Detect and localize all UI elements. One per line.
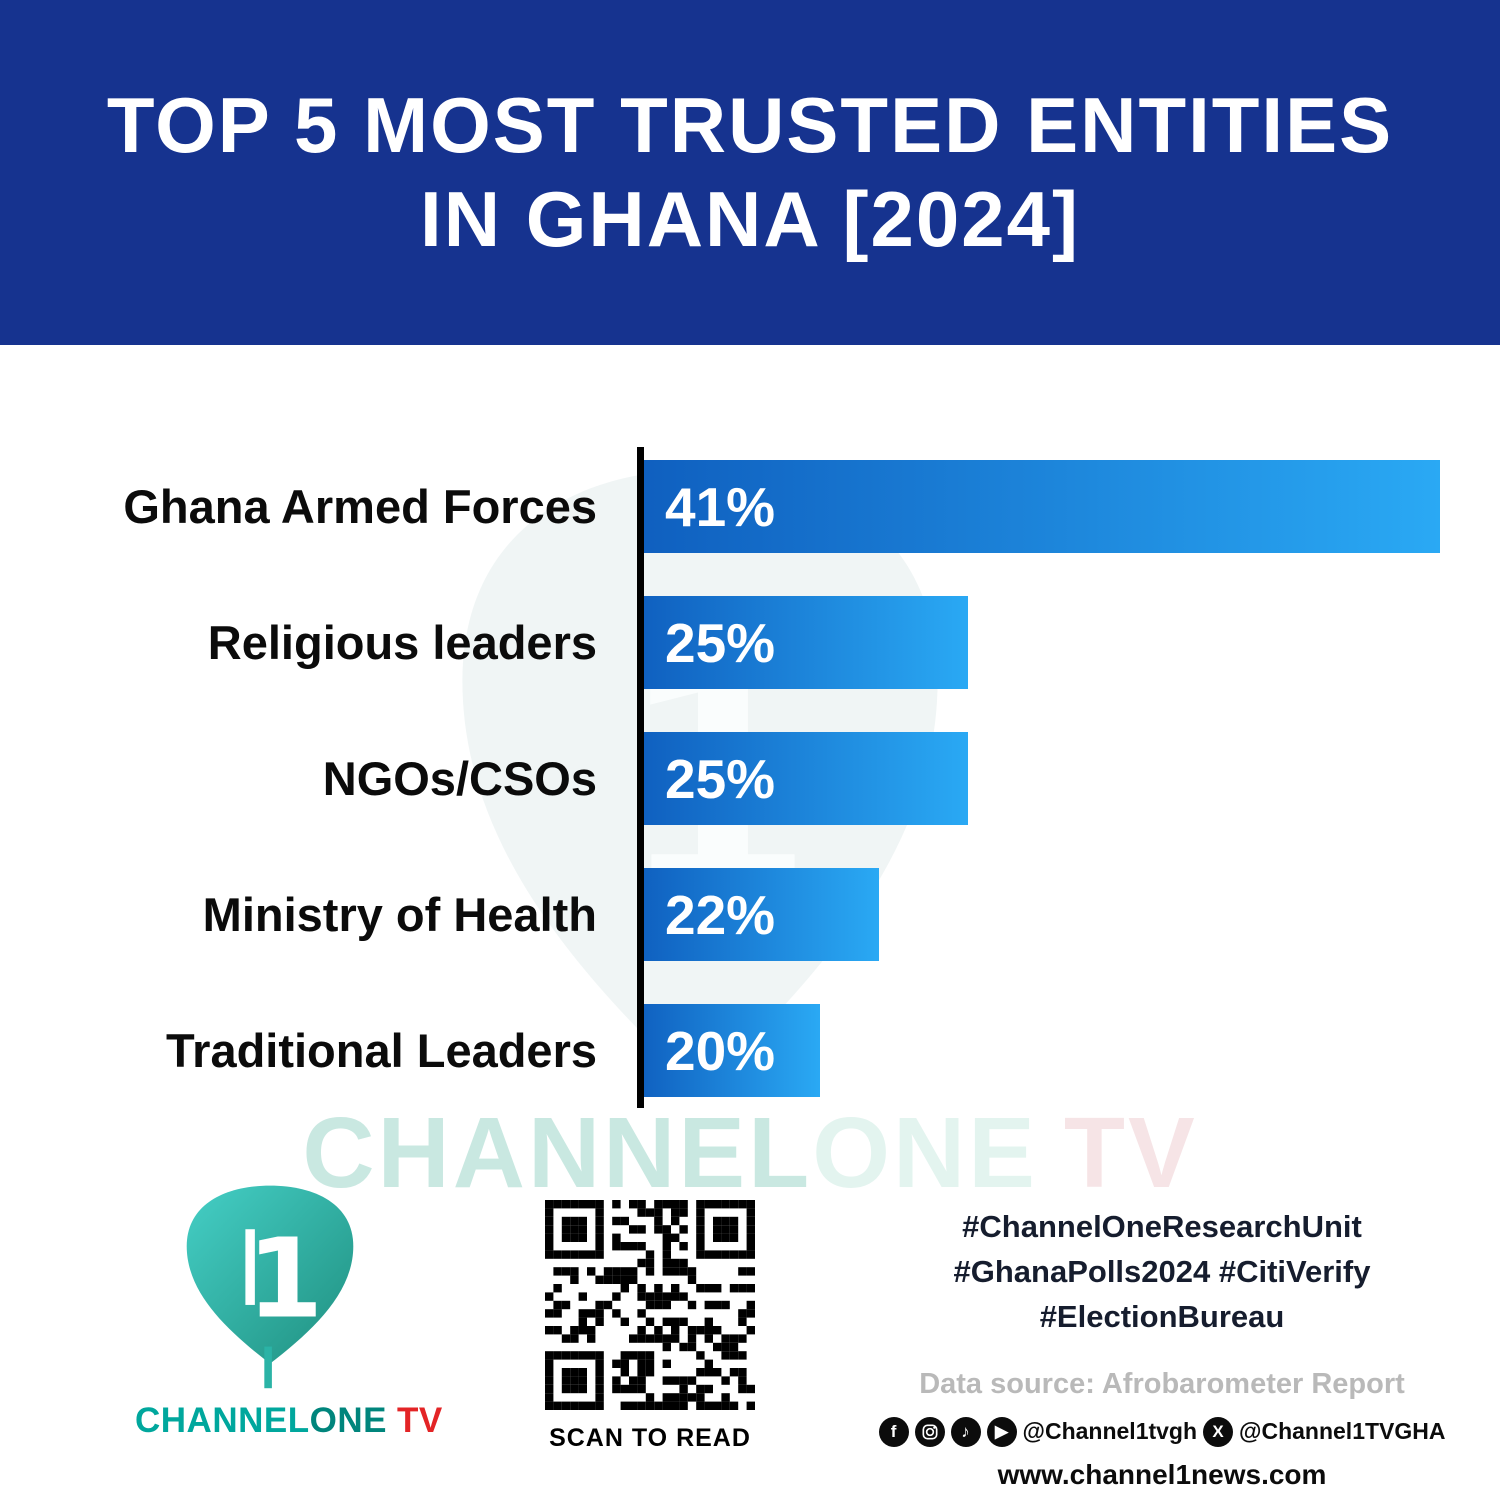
category-label: Ministry of Health	[202, 888, 597, 941]
social-handle-x: @Channel1TVGHA	[1239, 1418, 1446, 1445]
bar-ministry-of-health: 22%	[637, 868, 880, 961]
hashtag-line: #ChannelOneResearchUnit	[962, 1209, 1362, 1244]
value-label: 20%	[665, 1019, 776, 1082]
channel-one-watermark-text: CHANNELONE TV	[0, 1096, 1500, 1211]
chart-row: NGOs/CSOs 25%	[60, 732, 1440, 825]
value-label: 22%	[665, 883, 776, 946]
social-block: #ChannelOneResearchUnit #GhanaPolls2024 …	[878, 1205, 1446, 1491]
chart-row: Religious leaders 25%	[60, 596, 1440, 689]
hashtag-line: #ElectionBureau	[1039, 1298, 1285, 1334]
chart-row: Traditional Leaders 20%	[60, 1004, 1440, 1097]
value-label: 25%	[665, 611, 776, 674]
bar-ghana-armed-forces: 41%	[637, 460, 1440, 553]
x-icon: X	[1203, 1416, 1234, 1447]
qr-block: SCAN TO READ	[540, 1200, 760, 1453]
category-label: NGOs/CSOs	[322, 752, 597, 805]
header-banner: TOP 5 MOST TRUSTED ENTITIES IN GHANA [20…	[0, 0, 1500, 345]
chart-row: Ministry of Health 22%	[60, 868, 1440, 961]
wordmark-one: ONE	[309, 1401, 387, 1440]
data-source-text: Data source: Afrobarometer Report	[919, 1367, 1405, 1400]
page-title-line-2: IN GHANA [2024]	[420, 174, 1080, 263]
bar-traditional-leaders: 20%	[637, 1004, 821, 1097]
bar-religious-leaders: 25%	[637, 596, 968, 689]
qr-code	[545, 1200, 755, 1410]
bar-area: 25%	[637, 596, 1440, 689]
instagram-icon	[914, 1416, 945, 1447]
channel-one-wordmark: CHANNELONE TV	[135, 1401, 442, 1441]
wordmark-channel: CHANNEL	[135, 1401, 310, 1440]
website-url: www.channel1news.com	[997, 1458, 1327, 1490]
social-row: f ♪ ▶ @Channel1tvgh X @Channel1TVGHA	[878, 1416, 1446, 1447]
page-title-line-1: TOP 5 MOST TRUSTED ENTITIES	[106, 80, 1394, 169]
bar-area: 41%	[637, 460, 1440, 553]
watermark-part-channel: CHANNEL	[302, 1097, 813, 1209]
watermark-part-tv: TV	[1063, 1097, 1198, 1209]
social-handle-primary: @Channel1tvgh	[1022, 1418, 1198, 1445]
qr-caption: SCAN TO READ	[549, 1424, 751, 1452]
hashtag-line: #GhanaPolls2024 #CitiVerify	[953, 1253, 1371, 1289]
bar-ngos-csos: 25%	[637, 732, 968, 825]
category-label: Traditional Leaders	[166, 1024, 597, 1077]
channel-one-logo-mark: 1	[186, 1185, 354, 1389]
value-label: 25%	[665, 747, 776, 810]
category-label: Ghana Armed Forces	[123, 480, 597, 533]
bar-area: 20%	[637, 1004, 1440, 1097]
wordmark-tv: TV	[396, 1401, 443, 1440]
watermark-part-one: ONE	[812, 1097, 1038, 1209]
tiktok-icon: ♪	[950, 1416, 981, 1447]
facebook-icon: f	[878, 1416, 909, 1447]
category-label: Religious leaders	[207, 616, 597, 669]
value-label: 41%	[665, 475, 776, 538]
channel-one-logo: 1 CHANNELONE TV	[135, 1180, 442, 1441]
hashtags: #ChannelOneResearchUnit #GhanaPolls2024 …	[882, 1205, 1442, 1340]
youtube-icon: ▶	[986, 1416, 1017, 1447]
svg-text:1: 1	[247, 1214, 323, 1342]
bar-chart: Ghana Armed Forces 41% Religious leaders…	[60, 460, 1440, 1097]
bar-area: 25%	[637, 732, 1440, 825]
axis-line	[637, 447, 644, 1108]
bar-area: 22%	[637, 868, 1440, 961]
chart-row: Ghana Armed Forces 41%	[60, 460, 1440, 553]
